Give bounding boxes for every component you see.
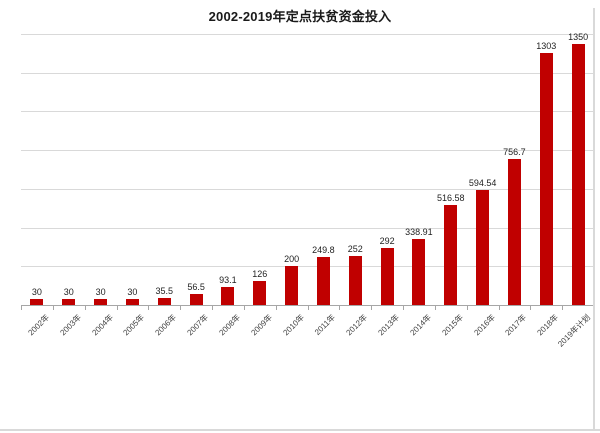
x-axis-label: 2013年 — [376, 312, 402, 338]
x-axis-label: 2005年 — [121, 312, 147, 338]
gridline — [21, 188, 594, 190]
bar-value-label: 35.5 — [155, 286, 174, 296]
x-axis-tick — [466, 306, 468, 310]
x-axis-tick — [339, 306, 341, 310]
bar — [571, 44, 585, 305]
x-axis-label: 2017年 — [503, 312, 529, 338]
frame-border-right — [593, 8, 595, 431]
bar — [348, 256, 362, 305]
x-axis-tick — [498, 306, 500, 310]
x-axis-tick — [180, 306, 182, 310]
bar — [253, 281, 267, 305]
bar — [94, 299, 108, 305]
x-axis-tick — [562, 306, 564, 310]
x-axis-tick — [403, 306, 404, 310]
x-axis-label: 2006年 — [153, 312, 179, 338]
x-axis-label: 2002年 — [26, 312, 51, 338]
x-axis-tick — [148, 306, 150, 310]
bar-value-label: 594.54 — [468, 178, 497, 188]
bar — [30, 299, 44, 305]
x-axis-tick — [243, 306, 245, 310]
bar — [316, 257, 330, 305]
bar-value-label: 200 — [284, 254, 300, 264]
chart-title: 2002-2019年定点扶贫资金投入 — [208, 9, 392, 24]
bar — [380, 248, 394, 305]
plot-area: 30 2002年 30 2003年 30 2004年 30 2005年 35.5 2006年 56.… — [21, 32, 595, 349]
bar-value-label: 126 — [252, 269, 268, 279]
x-axis-label: 2012年 — [344, 312, 370, 338]
x-axis-label: 2007年 — [185, 312, 211, 338]
x-axis-label: 2015年 — [440, 312, 465, 338]
x-axis-label: 2003年 — [58, 312, 83, 338]
x-axis-label: 2009年 — [249, 312, 274, 338]
x-axis-label: 2010年 — [281, 312, 306, 338]
x-axis-label: 2018年 — [535, 312, 561, 338]
bar-value-label: 338.91 — [405, 227, 433, 237]
gridline — [21, 72, 594, 74]
bar-value-label: 1303 — [536, 41, 557, 51]
x-axis-label: 2004年 — [90, 312, 115, 338]
bar — [189, 294, 203, 305]
x-axis-line — [21, 305, 594, 306]
bar — [221, 287, 235, 305]
bar-value-label: 292 — [379, 236, 395, 246]
bar-value-label: 30 — [95, 287, 106, 297]
bar-value-label: 756.7 — [503, 147, 526, 157]
bar — [125, 299, 139, 305]
gridline — [21, 227, 594, 229]
bar-value-label: 93.1 — [219, 275, 237, 285]
x-axis-tick — [21, 306, 22, 310]
frame-border-bottom — [0, 429, 600, 431]
x-axis-tick — [275, 306, 277, 310]
x-axis-tick — [84, 306, 86, 310]
bar — [507, 159, 521, 305]
gridline — [21, 150, 594, 152]
bar — [444, 205, 458, 305]
bar-value-label: 249.8 — [312, 245, 335, 255]
x-axis-tick — [52, 306, 54, 310]
bar-value-label: 30 — [31, 287, 42, 297]
x-axis-label: 2011年 — [313, 312, 338, 337]
x-axis-tick — [530, 306, 532, 310]
gridline — [21, 34, 594, 35]
gridline — [21, 266, 594, 268]
bar-value-label: 30 — [127, 287, 138, 297]
bar-value-label: 1350 — [568, 32, 589, 42]
bar-value-label: 252 — [347, 244, 363, 254]
bar — [412, 239, 426, 305]
bar — [157, 298, 171, 305]
bar — [62, 299, 76, 305]
x-axis-label: 2016年 — [472, 312, 497, 338]
x-axis-tick — [371, 306, 373, 310]
bar — [285, 266, 299, 305]
x-axis-tick — [434, 306, 436, 310]
x-axis-tick — [212, 306, 213, 310]
x-axis-label: 2008年 — [217, 312, 242, 338]
x-axis-tick — [116, 306, 118, 310]
x-axis-label: 2014年 — [408, 312, 433, 338]
gridline — [21, 111, 594, 113]
bar-value-label: 56.5 — [187, 282, 205, 292]
bar — [476, 190, 490, 305]
x-axis-tick — [307, 306, 309, 310]
bar — [539, 53, 553, 305]
bar-value-label: 30 — [63, 287, 74, 297]
x-axis-label: 2019年计划 — [556, 312, 593, 349]
bar-value-label: 516.58 — [436, 193, 465, 203]
